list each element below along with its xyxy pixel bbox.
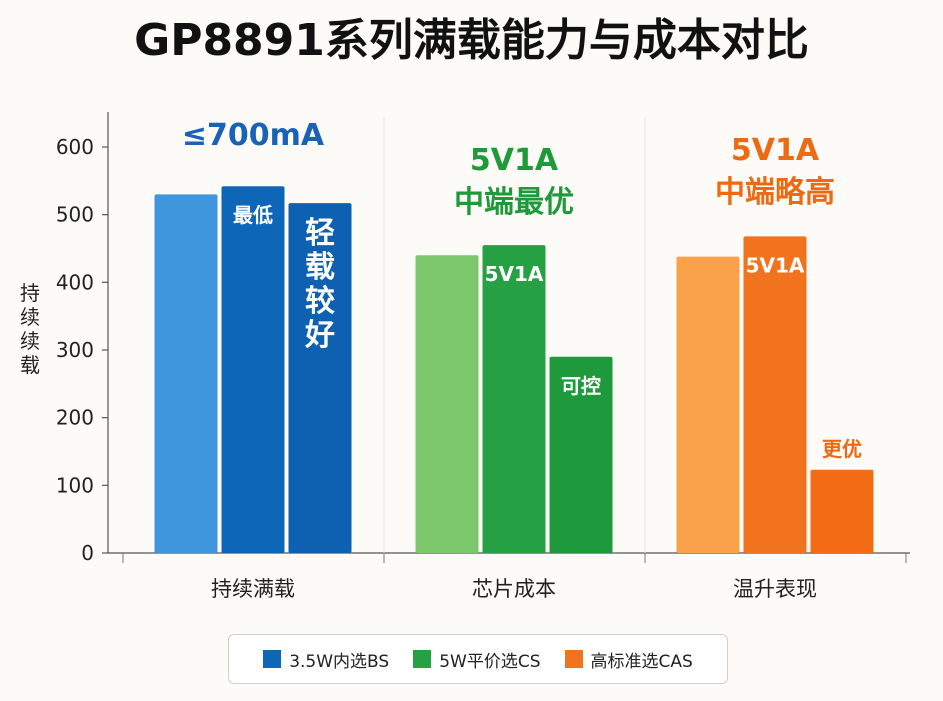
bar	[810, 469, 874, 553]
group-annotation: 中端最优	[454, 185, 574, 220]
y-axis-label-char: 续	[20, 305, 40, 329]
bar	[221, 186, 285, 553]
y-axis-label-char: 载	[20, 353, 40, 377]
legend-swatch-bs	[263, 650, 282, 668]
legend-label-bs: 3.5W内选BS	[289, 651, 390, 672]
bar-label: 较	[305, 284, 335, 319]
bar-label: 更优	[822, 437, 862, 461]
bar-chart: 0100200300400500600持续续载最低轻载较好5V1A可控5V1A更…	[20, 112, 910, 601]
bar-label: 好	[304, 318, 335, 353]
y-axis-label-char: 续	[20, 329, 40, 353]
bar	[549, 356, 613, 553]
legend-label-cs: 5W平价选CS	[439, 651, 541, 672]
group-annotation: ≤700mA	[182, 118, 325, 153]
y-tick-label: 200	[56, 406, 94, 430]
y-tick-label: 600	[56, 135, 94, 159]
y-tick-label: 400	[56, 270, 94, 294]
y-tick-label: 500	[56, 203, 94, 227]
legend: 3.5W内选BS 5W平价选CS 高标准选CAS	[228, 634, 728, 684]
legend-item-cs: 5W平价选CS	[413, 647, 541, 672]
x-tick-label: 芯片成本	[472, 577, 556, 601]
x-tick-label: 温升表现	[733, 577, 817, 601]
group-annotation: 5V1A	[731, 133, 820, 168]
bar	[288, 203, 352, 553]
bar-label: 轻	[305, 216, 335, 251]
page-title: GP8891系列满载能力与成本对比	[134, 15, 809, 66]
legend-label-cas: 高标准选CAS	[590, 651, 693, 672]
bar-label: 可控	[561, 374, 601, 398]
legend-swatch-cs	[413, 650, 432, 668]
legend-swatch-cas	[564, 650, 583, 668]
bar	[676, 256, 740, 553]
bar	[415, 255, 479, 553]
x-tick-label: 持续满载	[211, 577, 295, 601]
legend-item-bs: 3.5W内选BS	[263, 647, 389, 672]
bar-label: 最低	[233, 203, 273, 227]
y-tick-label: 100	[56, 473, 94, 497]
bar-label: 载	[305, 250, 335, 285]
y-axis-label-char: 持	[20, 281, 40, 305]
bar-label: 5V1A	[485, 262, 544, 286]
bar	[743, 236, 807, 553]
group-annotation: 中端略高	[715, 175, 835, 210]
bar	[154, 194, 218, 553]
legend-item-cas: 高标准选CAS	[564, 647, 693, 672]
bar	[482, 245, 546, 553]
y-tick-label: 300	[56, 338, 94, 362]
group-annotation: 5V1A	[470, 143, 559, 178]
bar-label: 5V1A	[746, 253, 805, 277]
y-tick-label: 0	[81, 541, 94, 565]
